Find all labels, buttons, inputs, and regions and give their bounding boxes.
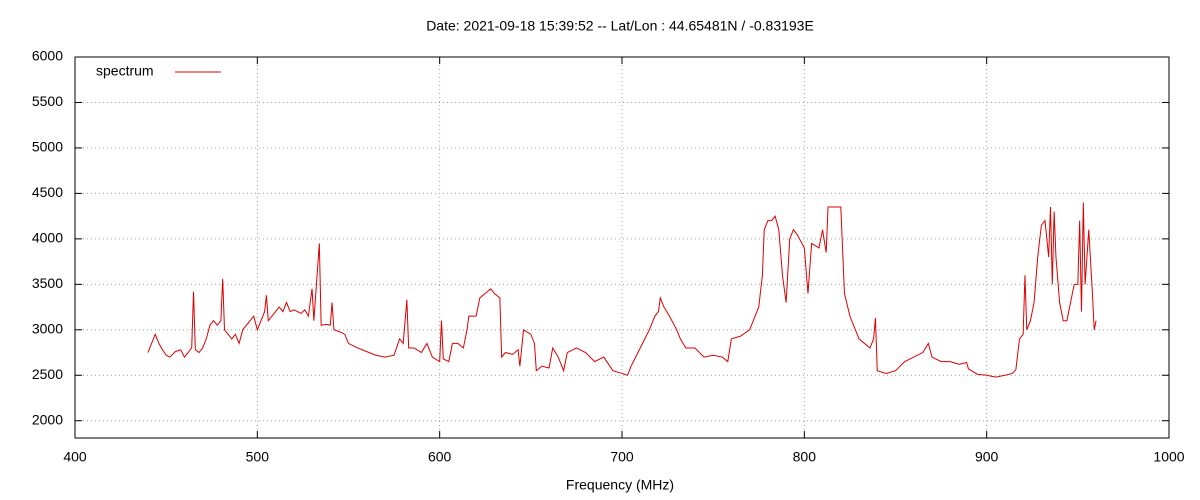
line [147,202,1097,378]
x-axis-label: Frequency (MHz) [566,477,674,493]
y-tick-label: 2000 [32,411,63,427]
x-tick-label: 500 [246,449,270,465]
y-tick-label: 4000 [32,230,63,246]
y-tick-label: 6000 [32,48,63,64]
x-tick-label: 1000 [1153,449,1184,465]
y-tick-label: 5500 [32,93,63,109]
chart-title: Date: 2021-09-18 15:39:52 -- Lat/Lon : 4… [426,18,814,34]
y-tick-label: 3500 [32,275,63,291]
y-tick-label: 2500 [32,366,63,382]
y-tick-label: 5000 [32,139,63,155]
legend-label: spectrum [96,63,154,79]
y-tick-label: 4500 [32,184,63,200]
x-tick-label: 600 [428,449,452,465]
plot-frame [74,56,1170,439]
x-tick-label: 700 [610,449,634,465]
x-tick-label: 400 [63,449,87,465]
y-tick-label: 3000 [32,320,63,336]
x-tick-label: 900 [975,449,999,465]
x-tick-label: 800 [793,449,817,465]
